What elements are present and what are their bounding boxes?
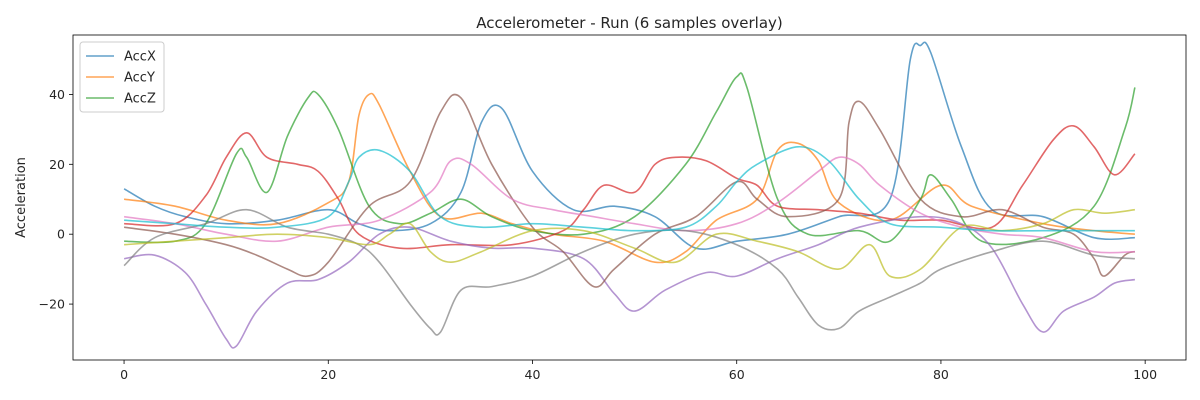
- series-line-1: [123, 41, 1135, 250]
- y-tick-label: 20: [49, 157, 65, 172]
- y-axis-label: Acceleration: [14, 157, 29, 238]
- x-tick-label: 40: [525, 367, 541, 382]
- plot-frame: [72, 34, 1187, 361]
- y-tick-label: −20: [39, 297, 65, 312]
- x-tick-label: 60: [729, 367, 745, 382]
- y-tick-label: 0: [57, 227, 65, 242]
- x-tick-label: 80: [933, 367, 949, 382]
- series-layer: [123, 41, 1136, 349]
- series-line-9: [124, 208, 1135, 279]
- series-line-3: [124, 72, 1136, 246]
- legend-box: [79, 41, 165, 113]
- x-tick-label: 100: [1133, 367, 1157, 382]
- legend-label-accx: AccX: [124, 50, 156, 65]
- series-line-10: [124, 145, 1135, 232]
- series-line-6: [123, 93, 1136, 288]
- legend-label-accy: AccY: [124, 71, 155, 86]
- x-tick-label: 20: [320, 367, 336, 382]
- series-line-5: [123, 215, 1136, 349]
- series-line-4: [124, 124, 1136, 250]
- x-tick-label: 0: [120, 367, 128, 382]
- ticks-layer: 0 20 40 60 80 100 −20 0 20 40: [39, 87, 1158, 382]
- chart-title: Accelerometer - Run (6 samples overlay): [476, 14, 783, 32]
- y-tick-label: 40: [49, 87, 65, 102]
- series-line-7: [123, 156, 1135, 254]
- series-line-8: [123, 208, 1135, 336]
- legend: AccX AccY AccZ: [79, 41, 165, 113]
- legend-label-accz: AccZ: [124, 92, 156, 107]
